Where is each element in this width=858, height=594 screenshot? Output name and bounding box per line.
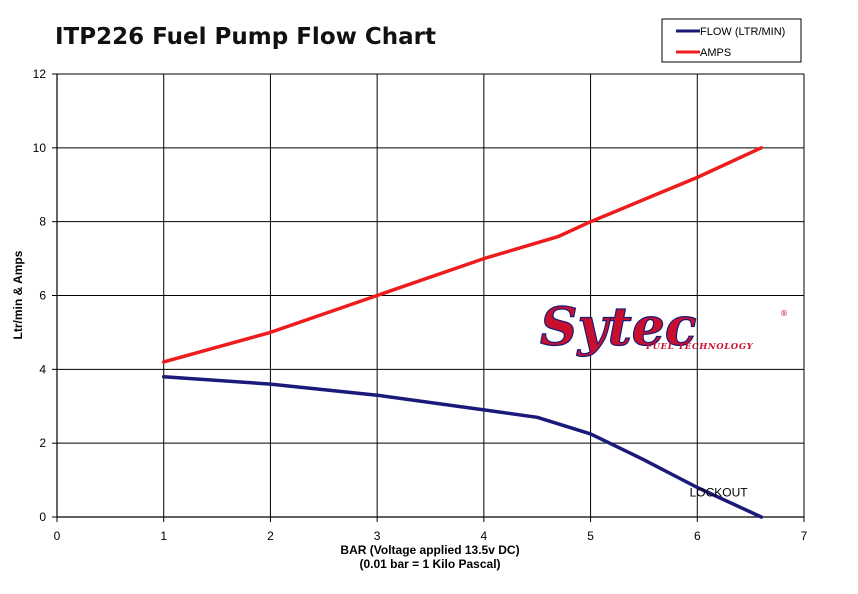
y-tick-label-2: 2	[39, 436, 46, 450]
legend-label-flow: FLOW (LTR/MIN)	[700, 26, 785, 38]
y-tick-labels: 0 2 4 6 8 10 12	[33, 67, 57, 524]
x-tick-label-4: 4	[481, 529, 488, 543]
logo-registered-mark: ®	[780, 309, 788, 318]
y-tick-label-0: 0	[39, 510, 46, 524]
legend-box	[661, 18, 802, 63]
x-tick-label-6: 6	[694, 529, 701, 543]
y-tick-label-10: 10	[33, 141, 47, 155]
y-axis-label: Ltr/min & Amps	[11, 250, 25, 339]
logo-wordmark: Sytec	[540, 297, 697, 358]
y-tick-label-12: 12	[33, 67, 47, 81]
x-tick-label-2: 2	[267, 529, 274, 543]
x-axis-sublabel: (0.01 bar = 1 Kilo Pascal)	[359, 557, 500, 571]
x-tick-label-5: 5	[587, 529, 594, 543]
series-line-amps	[161, 146, 764, 364]
logo-tagline: FUEL TECHNOLOGY	[645, 342, 754, 352]
annotations: LOCKOUT	[690, 486, 749, 500]
series-lines	[161, 146, 764, 519]
y-tick-label-8: 8	[39, 215, 46, 229]
x-tick-label-3: 3	[374, 529, 381, 543]
annotation-lockout: LOCKOUT	[690, 486, 749, 500]
sytec-logo: Sytec FUEL TECHNOLOGY ®	[539, 296, 788, 358]
legend: FLOW (LTR/MIN) AMPS	[661, 18, 802, 63]
x-tick-label-0: 0	[54, 529, 61, 543]
chart-title: ITP226 Fuel Pump Flow Chart	[55, 24, 436, 50]
x-axis-label: BAR (Voltage applied 13.5v DC)	[340, 543, 519, 557]
grid	[57, 73, 805, 517]
legend-label-amps: AMPS	[700, 47, 731, 59]
series-line-flow	[161, 374, 764, 519]
x-tick-labels: 0 1 2 3 4 5 6 7	[54, 517, 808, 543]
y-tick-label-6: 6	[39, 289, 46, 303]
x-tick-label-7: 7	[801, 529, 808, 543]
y-tick-label-4: 4	[39, 362, 46, 376]
x-tick-label-1: 1	[160, 529, 167, 543]
